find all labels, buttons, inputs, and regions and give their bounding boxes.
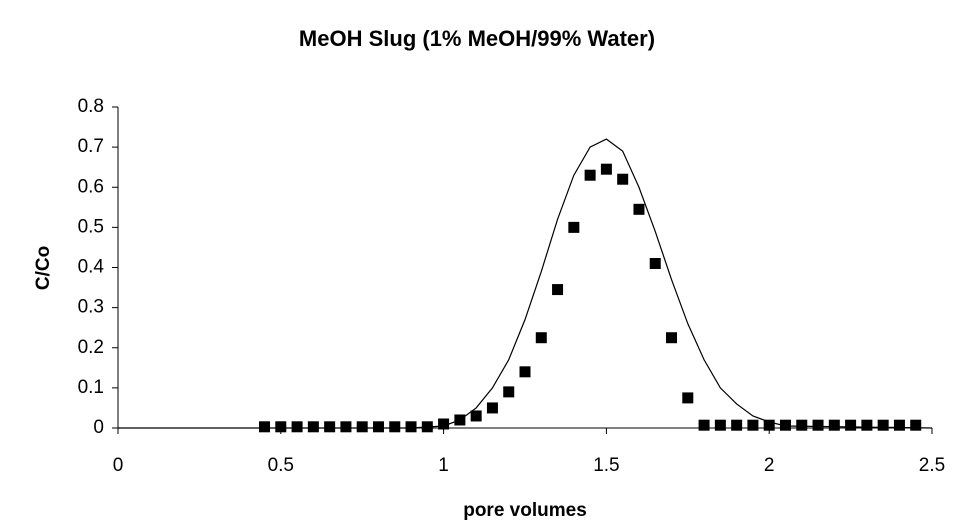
data-point (568, 221, 580, 233)
data-point (535, 332, 547, 344)
x-tick-label: 0 (113, 455, 124, 476)
data-point (877, 419, 889, 431)
x-tick-label: 1 (438, 455, 449, 476)
data-point (861, 419, 873, 431)
data-point (405, 421, 417, 433)
data-point (356, 421, 368, 433)
data-point (747, 419, 759, 431)
data-point (470, 410, 482, 422)
data-point (503, 386, 515, 398)
fit-line (118, 138, 933, 429)
data-point (779, 419, 791, 431)
x-tick-label: 0.5 (268, 455, 294, 476)
data-point (633, 203, 645, 215)
data-point (617, 173, 629, 185)
data-point (389, 421, 401, 433)
data-point (291, 421, 303, 433)
x-tick-label: 2 (764, 455, 775, 476)
x-tick-label: 1.5 (593, 455, 619, 476)
data-point (438, 418, 450, 430)
y-tick-label: 0 (93, 417, 104, 438)
data-point (910, 419, 922, 431)
chart-title: MeOH Slug (1% MeOH/99% Water) (299, 26, 655, 51)
y-tick-label: 0.3 (78, 297, 104, 318)
y-tick-label: 0.4 (78, 257, 105, 278)
data-point (307, 421, 319, 433)
y-tick-label: 0.1 (78, 377, 104, 398)
y-tick-label: 0.8 (78, 96, 104, 117)
data-point (600, 163, 612, 175)
data-point (372, 421, 384, 433)
data-point (845, 419, 857, 431)
data-point (340, 421, 352, 433)
data-point (519, 366, 531, 378)
data-point (714, 419, 726, 431)
data-point (763, 419, 775, 431)
y-tick-label: 0.7 (78, 136, 104, 157)
x-tick-label: 2.5 (919, 455, 945, 476)
data-point (649, 257, 661, 269)
data-point (486, 402, 498, 414)
y-tick-label: 0.6 (78, 176, 104, 197)
data-point (796, 419, 808, 431)
data-point (731, 419, 743, 431)
data-point (812, 419, 824, 431)
data-point (666, 332, 678, 344)
data-point (682, 392, 694, 404)
y-tick-label: 0.2 (78, 337, 104, 358)
y-axis-label: C/Co (33, 246, 54, 290)
y-tick-label: 0.5 (78, 216, 104, 237)
data-point (324, 421, 336, 433)
data-point (893, 419, 905, 431)
data-point (828, 419, 840, 431)
data-point (275, 421, 287, 433)
data-point (552, 284, 564, 296)
data-point (698, 419, 710, 431)
data-point (259, 421, 271, 433)
x-axis-label: pore volumes (463, 500, 587, 521)
data-point (584, 169, 596, 181)
